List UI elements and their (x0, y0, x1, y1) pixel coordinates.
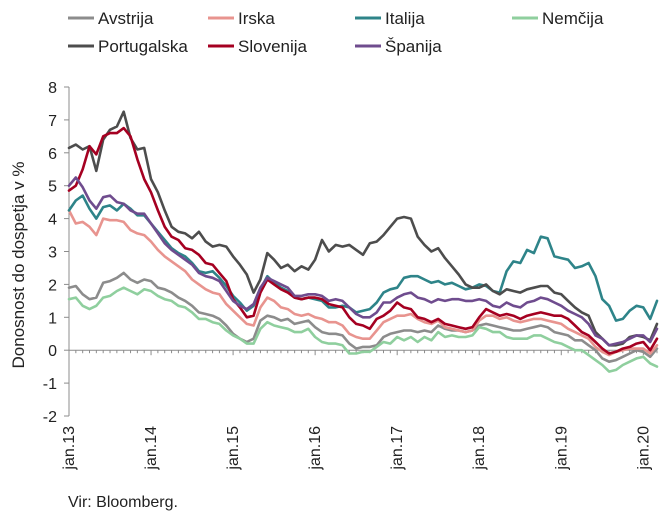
x-tick-label: jan.20 (635, 426, 652, 471)
series-line-nemčija (67, 286, 659, 373)
legend-label: Italija (385, 9, 425, 28)
y-axis: -2 -1 0 1 2 3 4 5 6 7 8 (43, 80, 70, 426)
y-axis-title: Donosnost do dospetja v % (9, 162, 28, 369)
legend-label: Španija (385, 37, 442, 56)
x-tick-label: jan.14 (143, 426, 160, 471)
series-lines (67, 110, 659, 373)
y-tick-label: 7 (48, 113, 57, 130)
legend-label: Avstrija (98, 9, 154, 28)
legend-label: Slovenija (238, 37, 308, 56)
y-tick-label: 2 (48, 277, 57, 294)
y-tick-label: 6 (48, 146, 57, 163)
series-line-italija (67, 194, 659, 322)
x-tick-label: jan.16 (307, 426, 324, 471)
x-axis: jan.13 jan.14 jan.15 jan.16 jan.17 jan.18 jan.… (61, 349, 658, 471)
x-tick-label: jan.17 (389, 426, 406, 471)
chart-legend: Avstrija Irska Italija Nemčija Portugalska Sl… (68, 9, 604, 56)
y-tick-label: 3 (48, 245, 57, 262)
x-tick-label: jan.13 (61, 426, 78, 471)
legend-label: Irska (238, 9, 275, 28)
y-tick-label: 1 (48, 310, 57, 327)
series-line-portugalska (67, 110, 659, 347)
source-note: Vir: Bloomberg. (68, 494, 178, 511)
y-tick-label: -1 (43, 376, 57, 393)
y-tick-label: 4 (48, 212, 57, 229)
y-tick-label: 0 (48, 343, 57, 360)
series-line-španija (67, 176, 659, 347)
series-line-irska (67, 209, 659, 357)
x-tick-label: jan.19 (553, 426, 570, 471)
x-tick-label: jan.18 (471, 426, 488, 471)
y-tick-label: 8 (48, 80, 57, 97)
series-line-slovenija (67, 126, 659, 355)
series-line-avstrija (67, 271, 659, 363)
legend-label: Portugalska (98, 37, 188, 56)
legend-label: Nemčija (542, 9, 604, 28)
y-tick-label: -2 (43, 409, 57, 426)
y-tick-label: 5 (48, 179, 57, 196)
x-tick-label: jan.15 (225, 426, 242, 471)
